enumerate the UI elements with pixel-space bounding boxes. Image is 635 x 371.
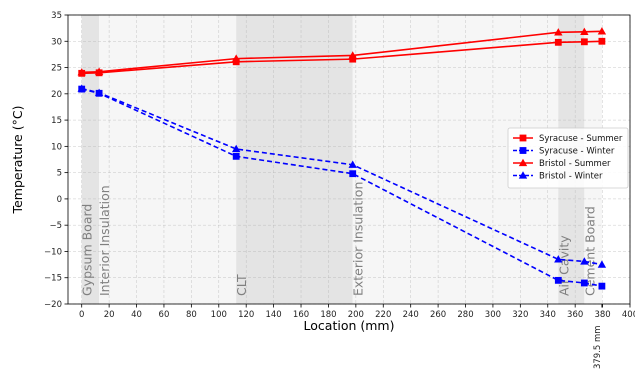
data-point bbox=[554, 276, 562, 284]
data-point bbox=[598, 282, 606, 290]
y-tick-label: 20 bbox=[51, 90, 62, 100]
layer-labels: Gypsum Board Interior Insulation CLT Exteri… bbox=[80, 182, 598, 296]
x-tick-label: 240 bbox=[403, 310, 419, 320]
x-tick-label: 60 bbox=[159, 310, 170, 320]
legend-marker bbox=[519, 147, 527, 154]
layer-band-gypsum-board bbox=[81, 15, 100, 304]
y-axis-ticks: −20 −15 −10 −5 0 5 10 15 20 25 30 35 bbox=[44, 11, 68, 310]
x-tick-label: 100 bbox=[211, 310, 227, 320]
x-tick-label: 80 bbox=[186, 310, 197, 320]
x-tick-label: 120 bbox=[238, 310, 254, 320]
data-point bbox=[554, 255, 563, 263]
y-tick-label: 25 bbox=[51, 64, 62, 74]
x-tick-label: 220 bbox=[375, 310, 391, 320]
x-special-tick-label: 379.5 mm bbox=[593, 325, 603, 369]
data-point bbox=[598, 37, 606, 45]
layer-label-exterior-insulation: Exterior Insulation bbox=[351, 182, 366, 296]
x-axis-ticks: 0 20 40 60 80 100 120 140 160 180 200 220 240 260 280 3… bbox=[79, 304, 635, 369]
y-axis-label: Temperature (°C) bbox=[10, 106, 25, 215]
data-point bbox=[348, 51, 357, 59]
data-point bbox=[554, 28, 563, 36]
y-tick-label: −10 bbox=[44, 247, 62, 257]
data-point bbox=[580, 257, 589, 265]
layer-label-gypsum-board: Gypsum Board bbox=[80, 204, 95, 296]
y-tick-label: 0 bbox=[57, 195, 62, 205]
data-point bbox=[77, 84, 86, 92]
x-tick-label: 340 bbox=[540, 310, 556, 320]
legend-marker bbox=[518, 171, 528, 179]
data-point bbox=[94, 88, 104, 96]
y-tick-label: −5 bbox=[49, 221, 62, 231]
legend-box bbox=[507, 127, 629, 189]
y-tick-label: 30 bbox=[51, 37, 62, 47]
x-tick-label: 180 bbox=[320, 310, 336, 320]
data-point bbox=[348, 160, 357, 168]
y-tick-label: 10 bbox=[51, 142, 62, 152]
series-bristol-winter bbox=[77, 84, 607, 268]
data-point bbox=[597, 27, 607, 35]
x-tick-label: 20 bbox=[104, 310, 115, 320]
legend-label: Bristol - Winter bbox=[539, 172, 603, 182]
data-point bbox=[231, 54, 241, 62]
data-point bbox=[349, 55, 357, 63]
x-tick-label: 400 bbox=[622, 310, 635, 320]
data-point bbox=[597, 260, 607, 268]
y-tick-label: −20 bbox=[44, 300, 62, 310]
legend-entry-syracuse-summer: Syracuse - Summer bbox=[513, 134, 623, 144]
x-tick-label: 320 bbox=[512, 310, 528, 320]
legend-label: Bristol - Summer bbox=[539, 159, 611, 169]
legend-label: Syracuse - Summer bbox=[539, 134, 623, 144]
legend-label: Syracuse - Winter bbox=[539, 147, 615, 157]
x-tick-label: 360 bbox=[567, 310, 583, 320]
layer-label-clt: CLT bbox=[234, 274, 249, 296]
legend-entry-bristol-winter: Bristol - Winter bbox=[513, 171, 603, 182]
layer-label-cement-board: Cement Board bbox=[582, 206, 597, 296]
y-tick-label: 5 bbox=[57, 169, 62, 179]
data-point bbox=[232, 152, 240, 160]
grid-lines bbox=[68, 14, 631, 305]
data-point bbox=[77, 68, 86, 76]
layer-band-interior-insulation bbox=[99, 15, 237, 304]
data-point bbox=[580, 279, 588, 287]
y-tick-label: −15 bbox=[44, 274, 62, 284]
data-point bbox=[349, 170, 357, 178]
legend-marker bbox=[518, 158, 528, 167]
data-point bbox=[232, 58, 240, 66]
data-series bbox=[77, 27, 607, 290]
x-tick-label: 0 bbox=[79, 310, 84, 320]
data-point bbox=[580, 27, 589, 35]
y-tick-label: 15 bbox=[51, 116, 62, 126]
x-tick-label: 260 bbox=[430, 310, 446, 320]
x-tick-label: 300 bbox=[485, 310, 501, 320]
legend-entry-bristol-summer: Bristol - Summer bbox=[513, 158, 611, 169]
x-tick-label: 40 bbox=[131, 310, 142, 320]
layer-bands bbox=[68, 15, 630, 304]
x-tick-label: 200 bbox=[348, 310, 364, 320]
x-tick-label: 140 bbox=[265, 310, 281, 320]
data-point bbox=[554, 38, 562, 46]
data-point bbox=[231, 144, 241, 153]
series-bristol-summer bbox=[77, 27, 607, 76]
legend-entry-syracuse-winter: Syracuse - Winter bbox=[513, 147, 615, 157]
data-point bbox=[94, 67, 104, 75]
x-tick-label: 160 bbox=[293, 310, 309, 320]
y-tick-label: 35 bbox=[51, 11, 62, 21]
layer-label-air-cavity: Air Cavity bbox=[556, 235, 571, 296]
legend: Syracuse - Summer Syracuse - Winter Bristo… bbox=[507, 127, 629, 189]
layer-label-interior-insulation: Interior Insulation bbox=[97, 185, 112, 296]
plot-area-frame bbox=[67, 14, 631, 305]
data-point bbox=[580, 38, 588, 46]
x-tick-label: 380 bbox=[594, 310, 610, 320]
legend-marker bbox=[519, 134, 527, 142]
x-axis-label: Location (mm) bbox=[304, 318, 395, 333]
x-tick-label: 280 bbox=[457, 310, 473, 320]
